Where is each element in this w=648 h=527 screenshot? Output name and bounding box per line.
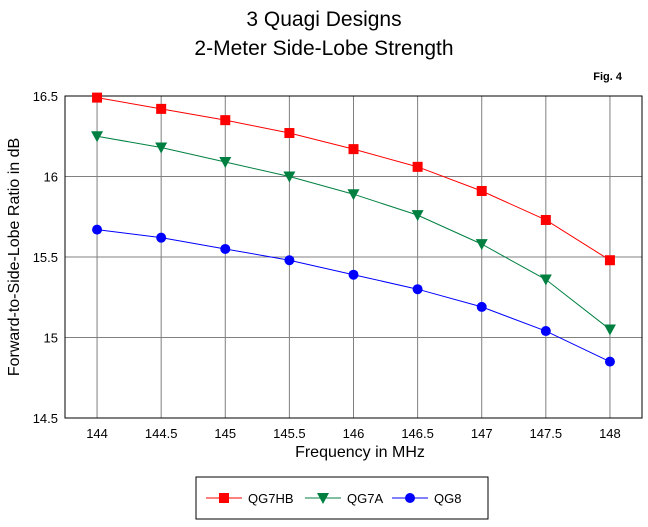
y-tick-label: 15.5 <box>33 250 58 265</box>
data-point-qg7a <box>603 324 616 336</box>
y-tick-label: 16 <box>44 170 58 185</box>
chart-subtitle: 2-Meter Side-Lobe Strength <box>194 37 453 60</box>
x-tick-label: 144.5 <box>145 426 178 441</box>
x-tick-label: 144 <box>86 426 108 441</box>
data-point-qg7hb <box>220 115 231 126</box>
data-point-qg8 <box>604 356 615 367</box>
data-point-qg7hb <box>284 128 295 139</box>
legend-item-qg8: QG8 <box>392 491 461 506</box>
data-point-qg7hb <box>348 144 359 155</box>
data-point-qg7hb <box>476 185 487 196</box>
x-axis-label: Frequency in MHz <box>295 444 425 461</box>
data-point-qg7a <box>539 274 552 286</box>
grid-lines <box>64 95 643 419</box>
x-tick-label: 145 <box>214 426 236 441</box>
y-tick-label: 15 <box>44 331 58 346</box>
data-series <box>91 92 616 367</box>
y-tick-label: 16.5 <box>33 89 58 104</box>
data-point-qg8 <box>476 301 487 312</box>
y-axis-ticks: 14.5 15 15.5 16 16.5 <box>33 89 58 426</box>
x-axis-ticks: 144 144.5 145 145.5 146 146.5 147 147.5 148 <box>86 426 621 441</box>
data-point-qg8 <box>348 269 359 280</box>
legend-label: QG8 <box>434 491 461 506</box>
data-point-qg7a <box>283 171 296 183</box>
y-axis-label: Forward-to-Side-Lobe Ratio in dB <box>6 138 23 376</box>
x-tick-label: 145.5 <box>273 426 306 441</box>
legend-marker <box>219 493 229 503</box>
data-point-qg7hb <box>604 255 615 266</box>
x-tick-label: 147.5 <box>530 426 563 441</box>
legend-marker <box>405 493 415 503</box>
data-point-qg8 <box>156 232 167 243</box>
data-point-qg7hb <box>92 92 103 103</box>
series-qg7hb <box>92 92 615 266</box>
data-point-qg8 <box>412 284 423 295</box>
figure-label: Fig. 4 <box>593 71 623 83</box>
data-point-qg8 <box>220 243 231 254</box>
legend-label: QG7HB <box>248 491 294 506</box>
series-qg8 <box>92 224 615 367</box>
data-point-qg7a <box>219 157 232 169</box>
data-point-qg7a <box>91 131 104 143</box>
legend-box <box>195 476 489 520</box>
data-point-qg7hb <box>156 103 167 114</box>
legend-item-qg7hb: QG7HB <box>206 491 294 506</box>
data-point-qg8 <box>284 255 295 266</box>
series-qg7a <box>91 131 616 336</box>
legend-label: QG7A <box>347 491 383 506</box>
x-tick-label: 148 <box>599 426 621 441</box>
chart-title: 3 Quagi Designs <box>246 8 401 31</box>
data-point-qg7a <box>347 189 360 201</box>
legend-marker <box>317 493 329 504</box>
x-tick-label: 146.5 <box>401 426 434 441</box>
y-tick-label: 14.5 <box>33 411 58 426</box>
plot-border <box>64 95 643 419</box>
legend: QG7HB QG7A QG8 <box>195 476 489 520</box>
data-point-qg8 <box>540 326 551 337</box>
data-point-qg7hb <box>540 214 551 225</box>
data-point-qg7a <box>411 210 424 222</box>
data-point-qg7hb <box>412 161 423 172</box>
data-point-qg7a <box>155 142 168 154</box>
legend-item-qg7a: QG7A <box>305 491 383 506</box>
data-point-qg8 <box>92 224 103 235</box>
x-tick-label: 147 <box>471 426 493 441</box>
data-point-qg7a <box>475 239 488 251</box>
x-tick-label: 146 <box>343 426 365 441</box>
